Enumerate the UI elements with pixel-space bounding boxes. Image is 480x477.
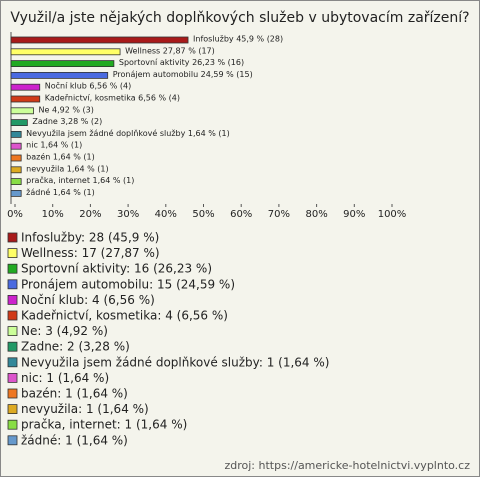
legend-label: nevyužila: 1 (1,64 %) xyxy=(21,402,149,416)
bar xyxy=(10,60,115,67)
legend-swatch xyxy=(7,279,18,290)
legend-swatch xyxy=(7,310,18,321)
bar xyxy=(10,166,22,174)
legend-label: Kadeřnictví, kosmetika: 4 (6,56 %) xyxy=(21,309,228,323)
bar xyxy=(10,36,189,44)
bar xyxy=(10,130,22,138)
x-tick-label: 70% xyxy=(268,209,290,220)
legend-label: Pronájem automobilu: 15 (24,59 %) xyxy=(21,277,235,291)
legend-swatch xyxy=(7,435,18,446)
x-tick-label: 50% xyxy=(192,209,214,220)
legend-label: Ne: 3 (4,92 %) xyxy=(21,324,108,338)
legend-label: Nevyužila jsem žádné doplňkové služby: 1… xyxy=(21,355,329,369)
bar xyxy=(10,48,121,56)
bar xyxy=(10,189,22,197)
chart-title: Využil/a jste nějakých doplňkových služe… xyxy=(10,10,469,26)
legend-swatch xyxy=(7,248,18,259)
legend-swatch xyxy=(7,404,18,415)
x-tick-label: 10% xyxy=(42,209,64,220)
x-tick-label: 40% xyxy=(155,209,177,220)
x-tick-label: 100% xyxy=(378,209,407,220)
data-label: žádné 1,64 % (1) xyxy=(26,187,95,197)
legend-label: Zadne: 2 (3,28 %) xyxy=(21,340,130,354)
legend-label: Noční klub: 4 (6,56 %) xyxy=(21,293,155,307)
x-tick-label: 0% xyxy=(7,209,23,220)
data-label: pračka, internet 1,64 % (1) xyxy=(26,175,134,185)
legend-swatch xyxy=(7,263,18,274)
data-label: Noční klub 6,56 % (4) xyxy=(45,81,132,91)
bar xyxy=(10,107,34,115)
legend-swatch xyxy=(7,341,18,352)
data-label: Nevyužila jsem žádné doplňkové služby 1,… xyxy=(26,128,230,138)
bar xyxy=(10,83,41,91)
data-label: Kadeřnictví, kosmetika 6,56 % (4) xyxy=(45,94,180,103)
bar xyxy=(10,154,22,162)
legend-label: Infoslužby: 28 (45,9 %) xyxy=(21,231,159,245)
data-label: Sportovní aktivity 26,23 % (16) xyxy=(119,58,244,67)
data-label: bazén 1,64 % (1) xyxy=(26,152,95,162)
bar xyxy=(10,178,22,186)
data-label: Pronájem automobilu 24,59 % (15) xyxy=(113,70,253,79)
source: zdroj: https://americke-hotelnictvi.vypl… xyxy=(224,459,470,472)
data-label: Infoslužby 45,9 % (28) xyxy=(193,35,283,44)
legend-label: nic: 1 (1,64 %) xyxy=(21,371,109,385)
bar xyxy=(10,119,28,126)
x-tick-label: 20% xyxy=(79,209,101,220)
legend-swatch xyxy=(7,326,18,337)
data-label: nevyužila 1,64 % (1) xyxy=(26,164,108,173)
legend-swatch xyxy=(7,419,18,430)
legend-swatch xyxy=(7,388,18,399)
data-label: Zadne 3,28 % (2) xyxy=(32,117,102,126)
legend-swatch xyxy=(7,357,18,368)
legend-swatch xyxy=(7,372,18,383)
bar xyxy=(10,95,41,103)
x-tick-label: 80% xyxy=(305,209,327,220)
legend-label: pračka, internet: 1 (1,64 %) xyxy=(21,418,187,432)
data-label: Wellness 27,87 % (17) xyxy=(125,46,215,55)
x-tick-label: 30% xyxy=(117,209,139,220)
bar xyxy=(10,72,109,79)
legend-label: Sportovní aktivity: 16 (26,23 %) xyxy=(21,262,212,276)
x-tick-label: 60% xyxy=(230,209,252,220)
legend-swatch xyxy=(7,232,18,243)
legend-label: bazén: 1 (1,64 %) xyxy=(21,387,128,401)
legend-label: Wellness: 17 (27,87 %) xyxy=(21,246,160,260)
x-tick-label: 90% xyxy=(343,209,365,220)
legend-label: žádné: 1 (1,64 %) xyxy=(21,433,128,447)
legend-swatch xyxy=(7,294,18,305)
bar xyxy=(10,142,22,150)
data-label: Ne 4,92 % (3) xyxy=(39,105,94,114)
data-label: nic 1,64 % (1) xyxy=(26,141,82,150)
